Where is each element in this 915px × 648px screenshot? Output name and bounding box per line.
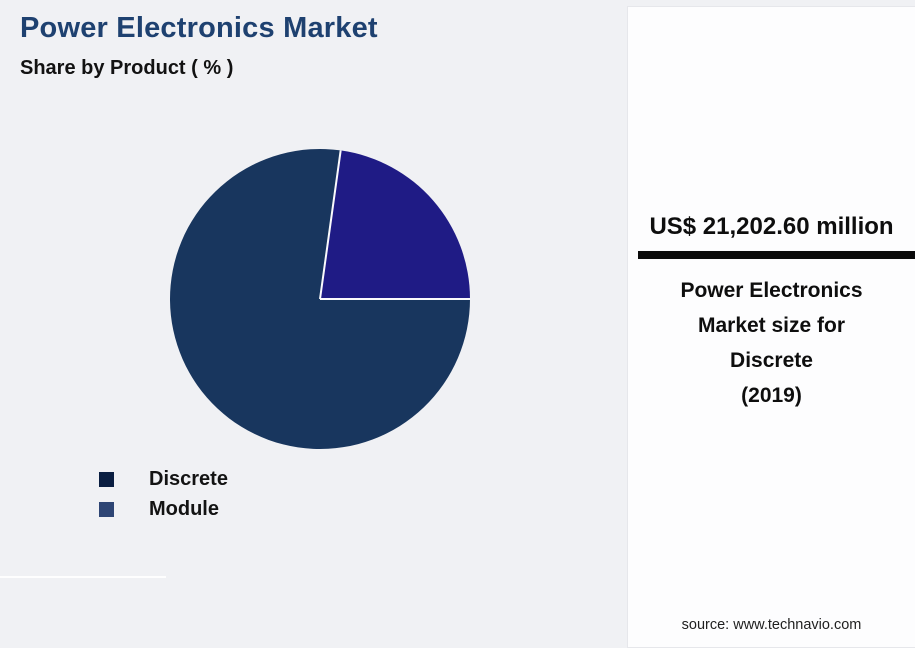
legend-label: Discrete xyxy=(149,467,228,490)
bottom-left-divider xyxy=(0,576,166,578)
pie-slice-divider xyxy=(319,150,342,300)
market-value: US$ 21,202.60 million xyxy=(649,213,894,240)
legend: Discrete Module xyxy=(99,464,228,524)
value-underline-bar xyxy=(638,251,915,259)
legend-label: Module xyxy=(149,497,219,520)
pie-slice-module xyxy=(320,150,470,299)
legend-swatch-icon xyxy=(99,501,114,517)
source-attribution: source: www.technavio.com xyxy=(681,617,862,633)
pie-chart-svg xyxy=(170,148,470,449)
market-description-line: Market size for xyxy=(697,314,846,337)
market-description-line: Power Electronics xyxy=(680,279,863,302)
market-description-line: (2019) xyxy=(741,384,802,407)
market-description-line: Discrete xyxy=(730,349,813,372)
pie-chart xyxy=(168,147,472,451)
legend-swatch-icon xyxy=(99,471,114,487)
legend-item-module: Module xyxy=(99,494,228,524)
chart-subtitle: Share by Product ( % ) xyxy=(20,57,234,79)
side-panel: US$ 21,202.60 million Power Electronics … xyxy=(627,6,915,648)
chart-title: Power Electronics Market xyxy=(20,12,378,44)
legend-item-discrete: Discrete xyxy=(99,464,228,494)
market-description: Power Electronics Market size for Discre… xyxy=(628,273,915,413)
